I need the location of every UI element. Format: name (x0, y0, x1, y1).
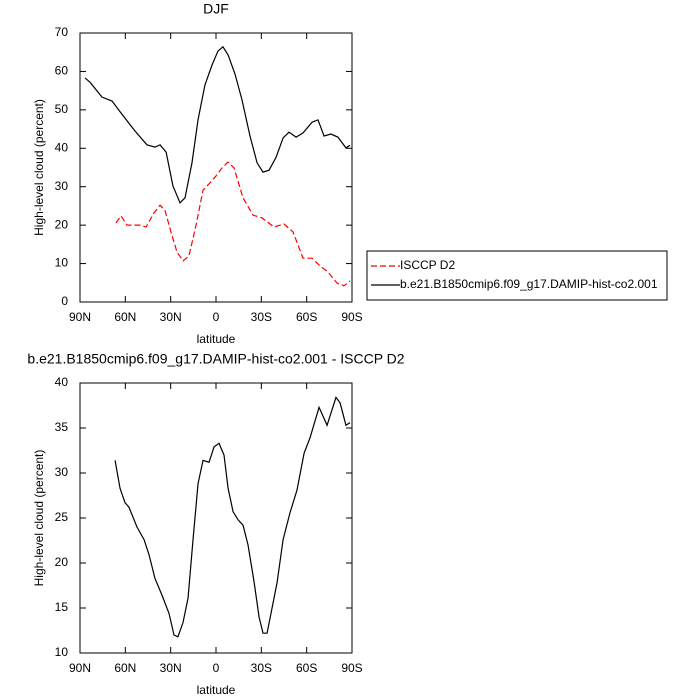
data-line (84, 45, 351, 204)
y-tick-label: 30 (55, 465, 69, 479)
y-tick-label: 40 (55, 375, 69, 389)
y-axis-label: High-level cloud (percent) (32, 99, 46, 236)
y-tick-label: 10 (55, 256, 69, 270)
x-tick-label: 60S (296, 310, 317, 324)
x-axis-label: latitude (197, 332, 236, 346)
y-tick-label: 40 (55, 140, 69, 154)
y-tick-label: 15 (55, 600, 69, 614)
x-tick-label: 0 (213, 310, 220, 324)
plot-frame (79, 32, 353, 303)
data-line (115, 161, 351, 287)
y-tick-label: 25 (55, 510, 69, 524)
plot-frame (79, 382, 353, 654)
x-tick-label: 30S (251, 310, 272, 324)
x-tick-label: 60S (296, 661, 317, 675)
legend-label: ISCCP D2 (400, 258, 455, 272)
chart-title: b.e21.B1850cmip6.f09_g17.DAMIP-hist-co2.… (27, 351, 404, 367)
x-tick-label: 30N (160, 661, 182, 675)
x-tick-label: 60N (114, 310, 136, 324)
y-tick-label: 70 (55, 25, 69, 39)
data-line (114, 396, 351, 638)
x-tick-label: 60N (114, 661, 136, 675)
x-tick-label: 90S (341, 310, 362, 324)
y-tick-label: 35 (55, 420, 69, 434)
y-tick-label: 10 (55, 645, 69, 659)
y-tick-label: 20 (55, 555, 69, 569)
x-tick-label: 90N (69, 661, 91, 675)
y-axis-label: High-level cloud (percent) (32, 450, 46, 587)
x-tick-label: 0 (213, 661, 220, 675)
x-tick-label: 30N (160, 310, 182, 324)
y-tick-label: 0 (61, 294, 68, 308)
x-tick-label: 90N (69, 310, 91, 324)
legend-label: b.e21.B1850cmip6.f09_g17.DAMIP-hist-co2.… (400, 277, 658, 291)
y-tick-label: 50 (55, 102, 69, 116)
legend-box (366, 250, 668, 301)
x-tick-label: 30S (251, 661, 272, 675)
x-axis-label: latitude (197, 683, 236, 697)
y-tick-label: 60 (55, 64, 69, 78)
x-tick-label: 90S (341, 661, 362, 675)
chart-title: DJF (203, 1, 229, 17)
y-tick-label: 30 (55, 179, 69, 193)
y-tick-label: 20 (55, 217, 69, 231)
